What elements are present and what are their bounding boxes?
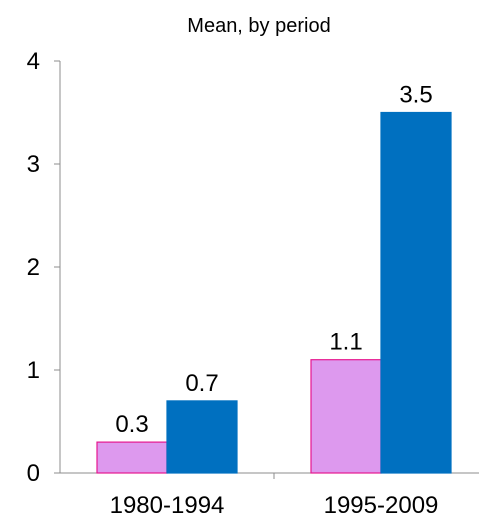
y-tick-label: 1 (27, 357, 40, 384)
x-category-label: 1980-1994 (110, 492, 225, 519)
y-tick-label: 3 (27, 151, 40, 178)
chart-title: Mean, by period (187, 15, 330, 37)
bar-series2-1995-2009 (380, 111, 452, 474)
data-label: 0.3 (115, 411, 148, 438)
y-tick-label: 4 (27, 48, 40, 75)
bar-series1-1995-2009 (310, 359, 382, 474)
bar-series1-1980-1994 (96, 441, 168, 474)
data-label: 0.7 (185, 370, 218, 397)
x-category-label: 1995-2009 (324, 492, 439, 519)
bar-series2-1980-1994 (166, 400, 238, 474)
y-tick-label: 0 (27, 460, 40, 487)
data-label: 1.1 (329, 329, 362, 356)
y-tick-label: 2 (27, 254, 40, 281)
data-label: 3.5 (399, 82, 432, 109)
